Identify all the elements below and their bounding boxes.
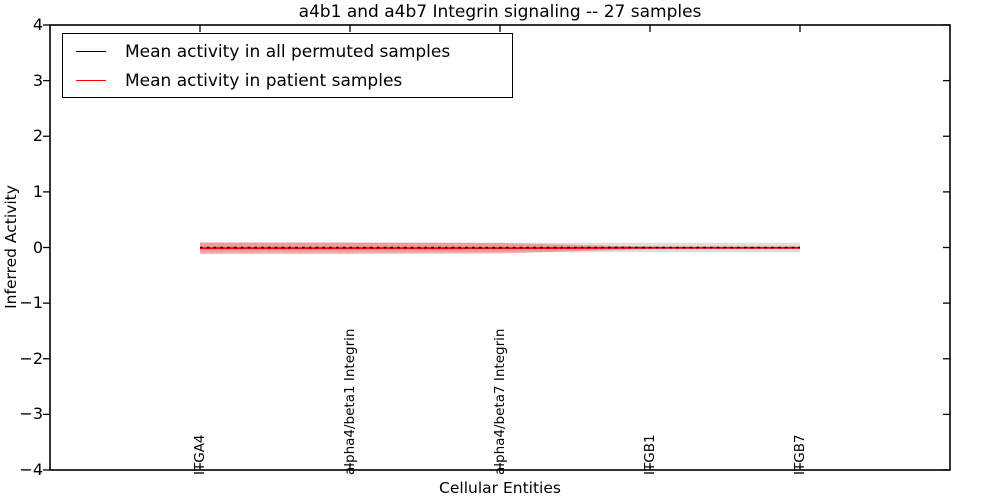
chart-title: a4b1 and a4b7 Integrin signaling -- 27 s…	[298, 2, 702, 22]
legend-entry-permuted: Mean activity in all permuted samples	[76, 37, 512, 66]
y-tick-label: 2	[32, 126, 43, 146]
legend: Mean activity in all permuted samples Me…	[62, 33, 513, 98]
x-tick-label: ITGA4	[192, 434, 208, 475]
y-tick-label: −2	[19, 348, 43, 368]
y-tick-label: −3	[19, 404, 43, 424]
y-tick-label: −4	[19, 460, 43, 479]
x-tick-label: alpha4/beta1 Integrin	[342, 328, 358, 475]
y-tick-label: 1	[32, 181, 43, 201]
legend-line-sample-red	[76, 80, 106, 81]
x-tick-label: alpha4/beta7 Integrin	[492, 328, 508, 475]
x-axis-label: Cellular Entities	[439, 479, 561, 497]
legend-line-sample-black	[76, 51, 106, 52]
y-tick-label: 0	[32, 237, 43, 257]
y-tick-label: −1	[19, 293, 43, 313]
x-tick-label: ITGB1	[642, 434, 658, 475]
x-tick-label: ITGB7	[792, 434, 808, 475]
legend-label: Mean activity in patient samples	[125, 70, 403, 91]
legend-entry-patient: Mean activity in patient samples	[76, 66, 512, 95]
y-tick-label: 3	[32, 70, 43, 90]
legend-label: Mean activity in all permuted samples	[125, 41, 451, 62]
y-tick-label: 4	[32, 15, 43, 34]
